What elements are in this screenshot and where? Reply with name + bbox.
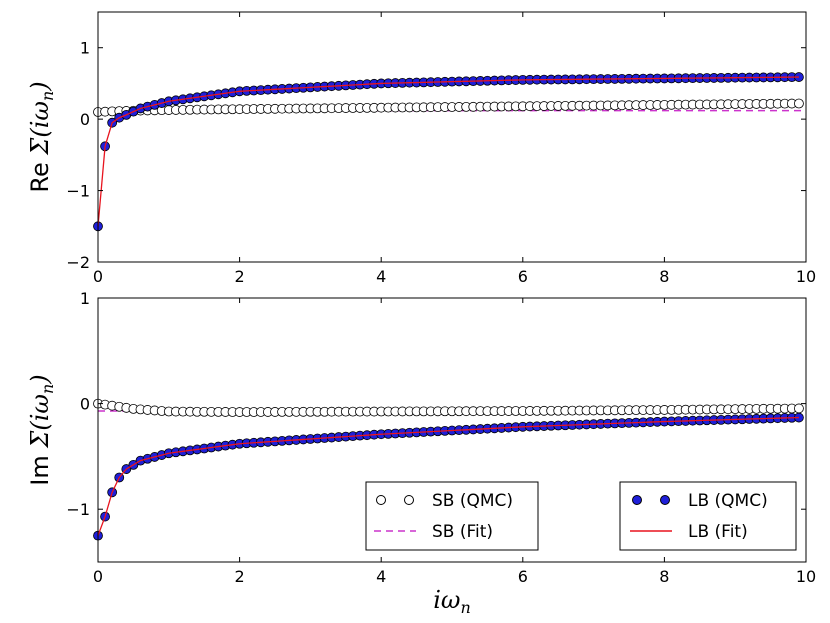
- imag-xtick-label: 4: [376, 567, 386, 586]
- real-series-sb-qmc-point: [794, 98, 804, 109]
- imag-ytick-label: 0: [80, 395, 90, 414]
- imag-series-lb-fit-line: [97, 416, 799, 536]
- real-xtick-label: 0: [93, 267, 103, 286]
- legend-sb-box: [365, 481, 539, 551]
- panel-imag-frame: [97, 297, 807, 563]
- legend-sb: SB (QMC) SB (Fit): [365, 481, 539, 551]
- panel-imag-marks: [93, 398, 806, 541]
- real-xtick-label: 10: [796, 267, 816, 286]
- real-ytick-label: −2: [66, 253, 90, 272]
- legend-sb-qmc-marker: [376, 495, 386, 505]
- real-xtick-label: 4: [376, 267, 386, 286]
- legend-lb-qmc-label: LB (QMC): [688, 491, 768, 511]
- legend-lb: LB (QMC) LB (Fit): [619, 481, 797, 551]
- real-ytick-label: 0: [80, 110, 90, 129]
- panel-imag: 0 2 4 6 8 10 −1 0 1 Im Σ(iωn) iωn SB (QMC) SB (F…: [26, 289, 816, 617]
- imag-ytick-label: 1: [80, 289, 90, 308]
- imag-xtick-label: 0: [93, 567, 103, 586]
- panel-real-ylabel: Re Σ(iωn): [26, 81, 57, 192]
- imag-xtick-label: 10: [796, 567, 816, 586]
- panel-real-ticks: 0 2 4 6 8 10 −2 −1 0 1: [66, 12, 816, 286]
- real-xtick-label: 6: [518, 267, 528, 286]
- panel-real-marks: [93, 72, 806, 232]
- real-ytick-label: −1: [66, 182, 90, 201]
- legend-sb-fit-label: SB (Fit): [432, 522, 493, 542]
- legend-lb-fit-label: LB (Fit): [688, 522, 748, 542]
- legend-lb-box: [619, 481, 797, 551]
- legend-sb-qmc-marker: [404, 495, 414, 505]
- real-xtick-label: 8: [659, 267, 669, 286]
- imag-xtick-label: 6: [518, 567, 528, 586]
- imag-ytick-label: −1: [66, 500, 90, 519]
- real-series-lb-fit-line: [97, 76, 799, 227]
- imag-xtick-label: 8: [659, 567, 669, 586]
- legend-lb-qmc-marker: [660, 495, 670, 505]
- imag-xtick-label: 2: [235, 567, 245, 586]
- real-ytick-label: 1: [80, 39, 90, 58]
- panel-imag-xlabel: iωn: [433, 586, 471, 617]
- panel-imag-ticks: 0 2 4 6 8 10 −1 0 1: [66, 289, 816, 586]
- legend-lb-qmc-marker: [632, 495, 642, 505]
- real-xtick-label: 2: [235, 267, 245, 286]
- imag-series-sb-qmc-point: [794, 403, 804, 414]
- panel-real: 0 2 4 6 8 10 −2 −1 0 1 Re Σ(iωn): [26, 11, 816, 286]
- panel-real-frame: [97, 11, 807, 263]
- panel-imag-ylabel: Im Σ(iωn): [26, 374, 57, 485]
- legend-sb-qmc-label: SB (QMC): [432, 491, 513, 511]
